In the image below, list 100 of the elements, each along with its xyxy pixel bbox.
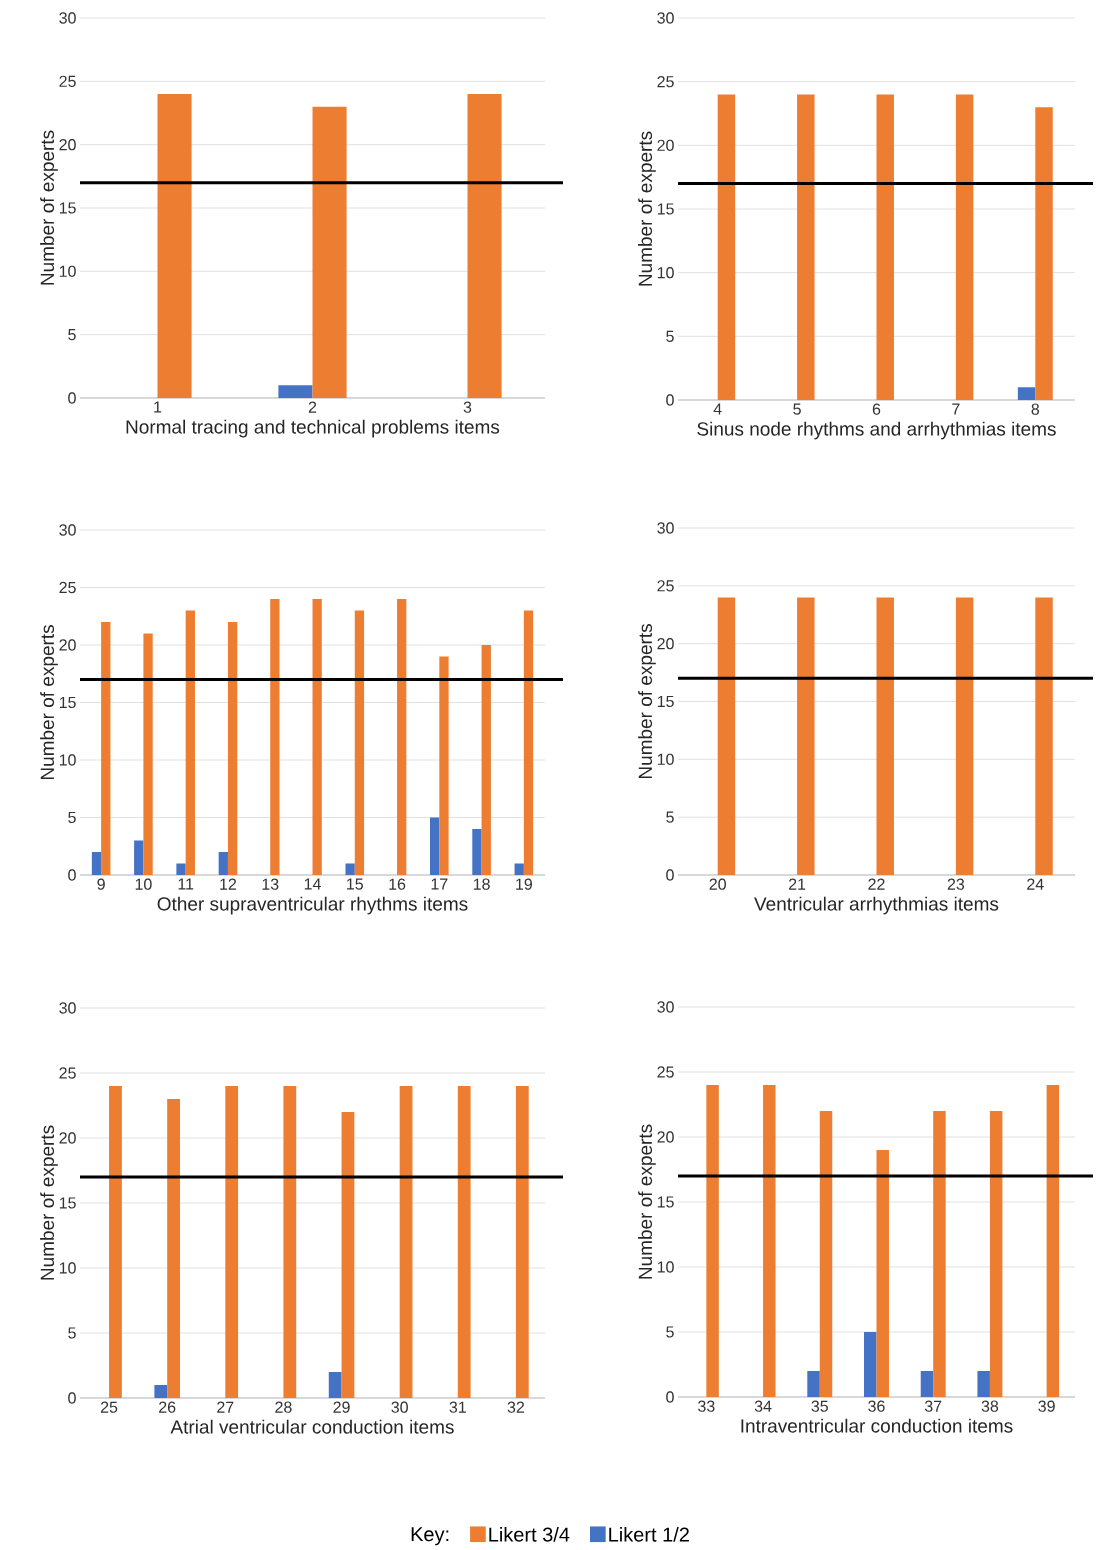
bar xyxy=(283,1085,297,1398)
bar xyxy=(109,1085,122,1398)
x-tick-label: 34 xyxy=(754,1400,772,1412)
y-axis-title: Number of experts xyxy=(40,130,58,285)
x-tick-label: 27 xyxy=(217,1401,234,1413)
x-tick-label: 22 xyxy=(868,878,885,890)
y-tick-label: 20 xyxy=(59,139,76,151)
bar xyxy=(989,1110,1003,1397)
bar xyxy=(312,598,322,875)
bar xyxy=(977,1370,990,1397)
bar xyxy=(167,1099,180,1398)
x-axis-title: Sinus node rhythms and arrhythmias items xyxy=(697,421,1056,440)
bar xyxy=(312,106,347,398)
bar xyxy=(467,93,502,398)
bar xyxy=(807,1370,820,1397)
bar xyxy=(515,1085,529,1398)
bar xyxy=(154,1384,168,1398)
y-tick-label: 0 xyxy=(666,1391,674,1403)
bar xyxy=(341,1111,355,1398)
x-tick-label: 14 xyxy=(304,878,321,890)
y-tick-label: 15 xyxy=(59,696,76,709)
x-tick-label: 39 xyxy=(1038,1400,1055,1412)
bar xyxy=(920,1370,934,1397)
y-tick-label: 25 xyxy=(657,1066,674,1078)
legend-title: Key: xyxy=(411,1527,449,1546)
x-tick-label: 35 xyxy=(811,1400,828,1412)
x-tick-label: 32 xyxy=(507,1401,525,1413)
y-tick-label: 5 xyxy=(666,1326,674,1338)
x-tick-label: 23 xyxy=(947,878,965,890)
bar xyxy=(439,656,449,875)
bar xyxy=(1046,1084,1060,1397)
x-tick-label: 3 xyxy=(463,401,472,413)
y-tick-label: 25 xyxy=(59,75,76,87)
x-tick-label: 18 xyxy=(473,878,490,890)
x-tick-label: 16 xyxy=(389,878,406,890)
bar xyxy=(354,610,365,875)
x-tick-label: 30 xyxy=(391,1401,408,1413)
y-tick-label: 0 xyxy=(68,1392,76,1404)
x-tick-label: 26 xyxy=(159,1401,176,1413)
x-tick-label: 36 xyxy=(868,1400,885,1412)
y-tick-label: 0 xyxy=(68,392,76,404)
y-tick-label: 0 xyxy=(666,869,674,881)
y-axis-title: Number of experts xyxy=(638,1124,656,1279)
x-tick-label: 29 xyxy=(333,1401,350,1413)
y-tick-label: 25 xyxy=(657,580,674,592)
y-tick-label: 5 xyxy=(666,330,674,342)
y-tick-label: 10 xyxy=(657,267,674,279)
bar xyxy=(876,1149,889,1397)
x-tick-label: 2 xyxy=(308,401,317,413)
bar xyxy=(763,1084,776,1397)
bar xyxy=(157,93,192,398)
x-tick-label: 6 xyxy=(872,403,881,415)
bar xyxy=(345,863,355,875)
bar xyxy=(91,851,102,875)
bar xyxy=(176,863,186,875)
bar xyxy=(134,840,144,875)
y-tick-label: 5 xyxy=(666,811,674,823)
bar xyxy=(225,1085,239,1398)
bar xyxy=(101,621,111,875)
x-tick-label: 28 xyxy=(275,1401,292,1413)
bar xyxy=(399,1085,413,1398)
x-tick-label: 4 xyxy=(713,403,722,415)
y-tick-label: 30 xyxy=(59,12,76,24)
x-tick-label: 8 xyxy=(1031,403,1040,415)
bar xyxy=(278,385,313,398)
y-tick-label: 0 xyxy=(68,869,76,881)
x-tick-label: 12 xyxy=(220,878,237,890)
bar xyxy=(819,1110,833,1397)
x-tick-label: 10 xyxy=(135,878,152,890)
x-axis-title: Ventricular arrhythmias items xyxy=(754,896,999,915)
y-tick-label: 25 xyxy=(59,1067,76,1079)
x-tick-label: 13 xyxy=(262,878,279,890)
x-tick-label: 5 xyxy=(793,403,801,415)
y-tick-label: 10 xyxy=(59,1262,76,1274)
bar xyxy=(472,828,482,875)
x-tick-label: 31 xyxy=(449,1401,466,1413)
y-tick-label: 30 xyxy=(657,12,674,24)
bar xyxy=(328,1371,342,1398)
legend-label: Likert 1/2 xyxy=(609,1526,689,1542)
y-tick-label: 30 xyxy=(657,1001,674,1013)
x-tick-label: 15 xyxy=(347,878,363,890)
x-tick-label: 25 xyxy=(100,1401,118,1413)
y-tick-label: 5 xyxy=(68,329,76,341)
bar xyxy=(185,610,195,875)
y-tick-label: 20 xyxy=(657,1131,674,1143)
y-tick-label: 5 xyxy=(68,1327,76,1339)
y-tick-label: 10 xyxy=(657,1261,674,1273)
bar xyxy=(143,633,153,875)
x-axis-title: Normal tracing and technical problems items xyxy=(126,419,500,438)
bar xyxy=(933,1110,946,1397)
y-tick-label: 25 xyxy=(657,76,674,88)
x-axis-title: Atrial ventricular conduction items xyxy=(170,1419,454,1434)
x-axis-title: Other supraventricular rhythms items xyxy=(157,896,468,915)
y-tick-label: 5 xyxy=(68,811,76,824)
y-tick-label: 20 xyxy=(657,638,674,650)
y-tick-label: 30 xyxy=(59,524,76,536)
x-axis-title: Intraventricular conduction items xyxy=(741,1418,1013,1433)
y-tick-label: 15 xyxy=(657,203,674,215)
bar xyxy=(457,1085,471,1398)
x-tick-label: 7 xyxy=(952,403,960,415)
